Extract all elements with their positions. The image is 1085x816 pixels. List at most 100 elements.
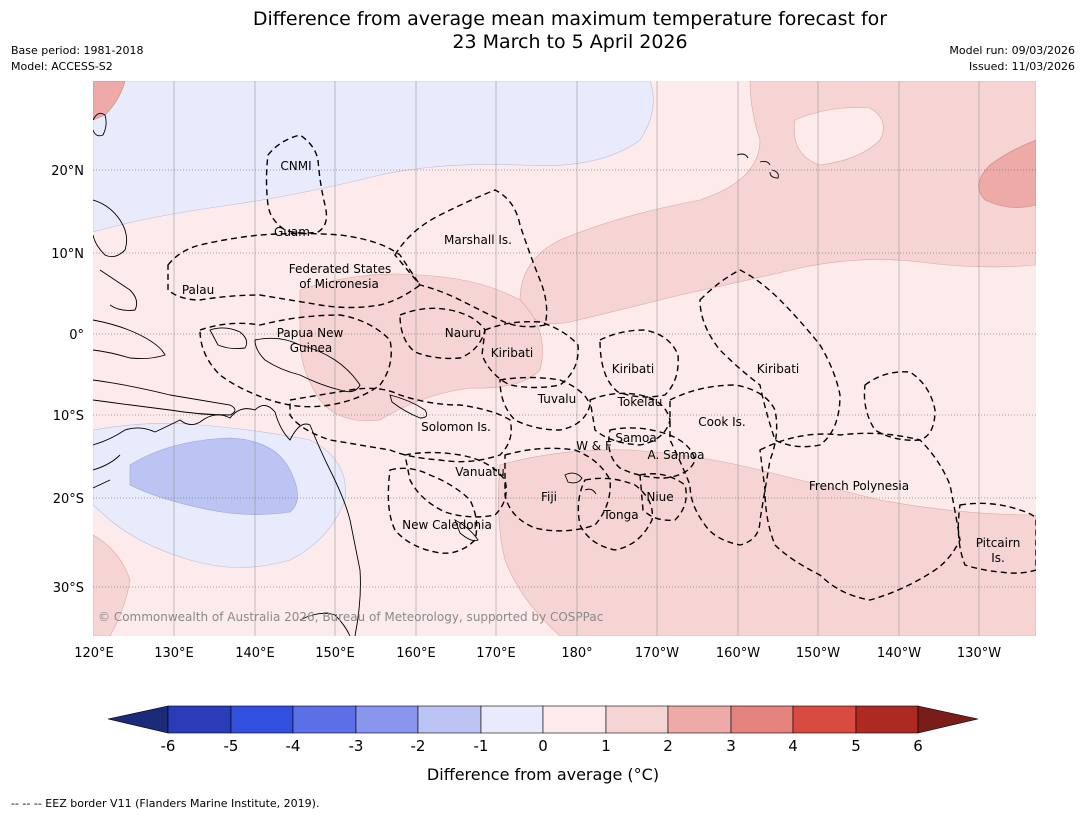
- colorbar-swatch: [230, 705, 294, 734]
- colorbar-ticks: -6 -5 -4 -3 -2 -1 0 1 2 3 4 5 6: [161, 737, 923, 755]
- eez-tuvalu: [499, 376, 591, 431]
- lon-label: 170°W: [635, 646, 679, 661]
- eez-frpoly: [759, 432, 961, 601]
- eez-fiji: [504, 447, 611, 532]
- coast-new-guinea-west: [209, 327, 248, 350]
- eez-vanuatu: [404, 451, 507, 518]
- colorbar-swatch: [417, 705, 482, 734]
- colorbar-swatch: [792, 705, 857, 734]
- anomaly-region-warm-southwest: [93, 534, 131, 636]
- colorbar-tick-label: 0: [538, 737, 548, 755]
- colorbar-tick-label: 3: [726, 737, 736, 755]
- eez-kiribati-w: [481, 320, 579, 389]
- label-samoa: Samoa: [615, 431, 656, 445]
- label-png-line1: Papua New: [277, 326, 344, 340]
- label-fiji: Fiji: [541, 490, 557, 504]
- anomaly-region-neutral-hawaii: [793, 107, 884, 166]
- lon-label: 160°W: [716, 646, 760, 661]
- colorbar-swatch: [355, 705, 419, 734]
- coastlines: [93, 112, 779, 636]
- coast-australia-west: [93, 454, 121, 489]
- coast-indonesia: [93, 319, 236, 416]
- label-niue: Niue: [646, 490, 673, 504]
- anomaly-region-warm-east: [978, 139, 1036, 208]
- label-tonga: Tonga: [602, 508, 638, 522]
- coast-taiwan: [93, 112, 107, 137]
- colorbar-tick-label: 4: [788, 737, 798, 755]
- lon-label: 140°W: [877, 646, 921, 661]
- lon-label: 140°E: [235, 646, 275, 661]
- colorbar-swatch: [730, 705, 794, 734]
- label-marshall: Marshall Is.: [444, 233, 512, 247]
- coast-new-caledonia: [454, 519, 479, 542]
- label-tuvalu: Tuvalu: [537, 392, 577, 406]
- label-kiribati-west: Kiribati: [491, 346, 533, 360]
- colorbar-tick-label: 2: [663, 737, 673, 755]
- title-line-1: Difference from average mean maximum tem…: [252, 8, 888, 30]
- label-cook: Cook Is.: [698, 415, 745, 429]
- colorbar-tick-label: 1: [601, 737, 611, 755]
- coast-fiji: [564, 472, 597, 495]
- lon-label: 180°: [561, 646, 592, 661]
- label-nauru: Nauru: [445, 326, 481, 340]
- label-vanuatu: Vanuatu: [455, 465, 505, 479]
- base-period: Base period: 1981-2018: [11, 44, 144, 57]
- eez-fsm: [167, 232, 421, 309]
- meta-left: Base period: 1981-2018 Model: ACCESS-S2: [11, 43, 143, 75]
- colorbar-title: Difference from average (°C): [427, 765, 659, 784]
- coast-new-zealand: [299, 612, 351, 636]
- colorbar-swatch: [167, 705, 232, 734]
- label-kiribati-east: Kiribati: [757, 362, 799, 376]
- issued-date: Issued: 11/03/2026: [968, 60, 1075, 73]
- eez-tokelau: [589, 392, 671, 446]
- coast-hawaii: [736, 153, 779, 179]
- lon-label: 170°E: [476, 646, 516, 661]
- label-new-caledonia: New Caledonia: [402, 518, 492, 532]
- lon-label: 130°E: [154, 646, 194, 661]
- lat-label: 30°S: [53, 581, 84, 596]
- eez-marshall: [394, 189, 548, 328]
- model-run: Model run: 09/03/2026: [949, 44, 1075, 57]
- lat-label: 20°S: [53, 492, 84, 507]
- eez-png: [199, 314, 392, 408]
- label-fsm-line2: of Micronesia: [299, 277, 379, 291]
- label-american-samoa: A. Samoa: [648, 448, 705, 462]
- colorbar-tick-label: -2: [411, 737, 426, 755]
- anomaly-region-cool-australia-core: [129, 437, 298, 515]
- colorbar-swatch: [542, 705, 607, 734]
- label-kiribati-central: Kiribati: [612, 362, 654, 376]
- map-area: CNMI Guam Marshall Is. Federated States …: [93, 81, 1036, 636]
- eez-solomon: [289, 387, 512, 463]
- colorbar-tick-label: -5: [224, 737, 239, 755]
- colorbar: -6 -5 -4 -3 -2 -1 0 1 2 3 4 5 6 Differen…: [107, 705, 979, 784]
- label-pitcairn-line2: Is.: [991, 551, 1005, 565]
- colorbar-extend-high: [917, 705, 979, 734]
- lon-label: 160°E: [396, 646, 436, 661]
- region-labels: CNMI Guam Marshall Is. Federated States …: [182, 159, 1020, 565]
- label-french-polynesia: French Polynesia: [809, 479, 909, 493]
- map-title: Difference from average mean maximum tem…: [0, 8, 1085, 54]
- colorbar-tick-label: -1: [474, 737, 489, 755]
- eez-pitcairn: [957, 502, 1036, 574]
- eez-kiribati-c: [599, 329, 679, 398]
- colorbar-swatch: [480, 705, 544, 734]
- colorbar-tick-label: -3: [349, 737, 364, 755]
- eez-footnote: -- -- -- EEZ border V11 (Flanders Marine…: [11, 797, 320, 810]
- eez-cnmi: [265, 134, 328, 234]
- lon-label: 150°E: [315, 646, 355, 661]
- longitude-labels: 120°E 130°E 140°E 150°E 160°E 170°E 180°…: [74, 646, 1001, 661]
- title-line-2: 23 March to 5 April 2026: [452, 31, 688, 53]
- coast-philippines: [93, 199, 138, 311]
- coast-australia: [93, 405, 361, 636]
- label-palau: Palau: [182, 283, 214, 297]
- eez-niue: [639, 473, 687, 521]
- latitude-labels: 20°N 10°N 0° 10°S 20°S 30°S: [51, 164, 84, 596]
- lat-label: 10°N: [51, 247, 84, 262]
- label-png-line2: Guinea: [290, 341, 333, 355]
- coast-png: [254, 337, 361, 393]
- eez-newcal: [387, 467, 478, 554]
- meta-right: Model run: 09/03/2026 Issued: 11/03/2026: [949, 43, 1075, 75]
- copyright-notice: © Commonwealth of Australia 2026, Bureau…: [98, 610, 603, 624]
- lat-label: 0°: [69, 328, 84, 343]
